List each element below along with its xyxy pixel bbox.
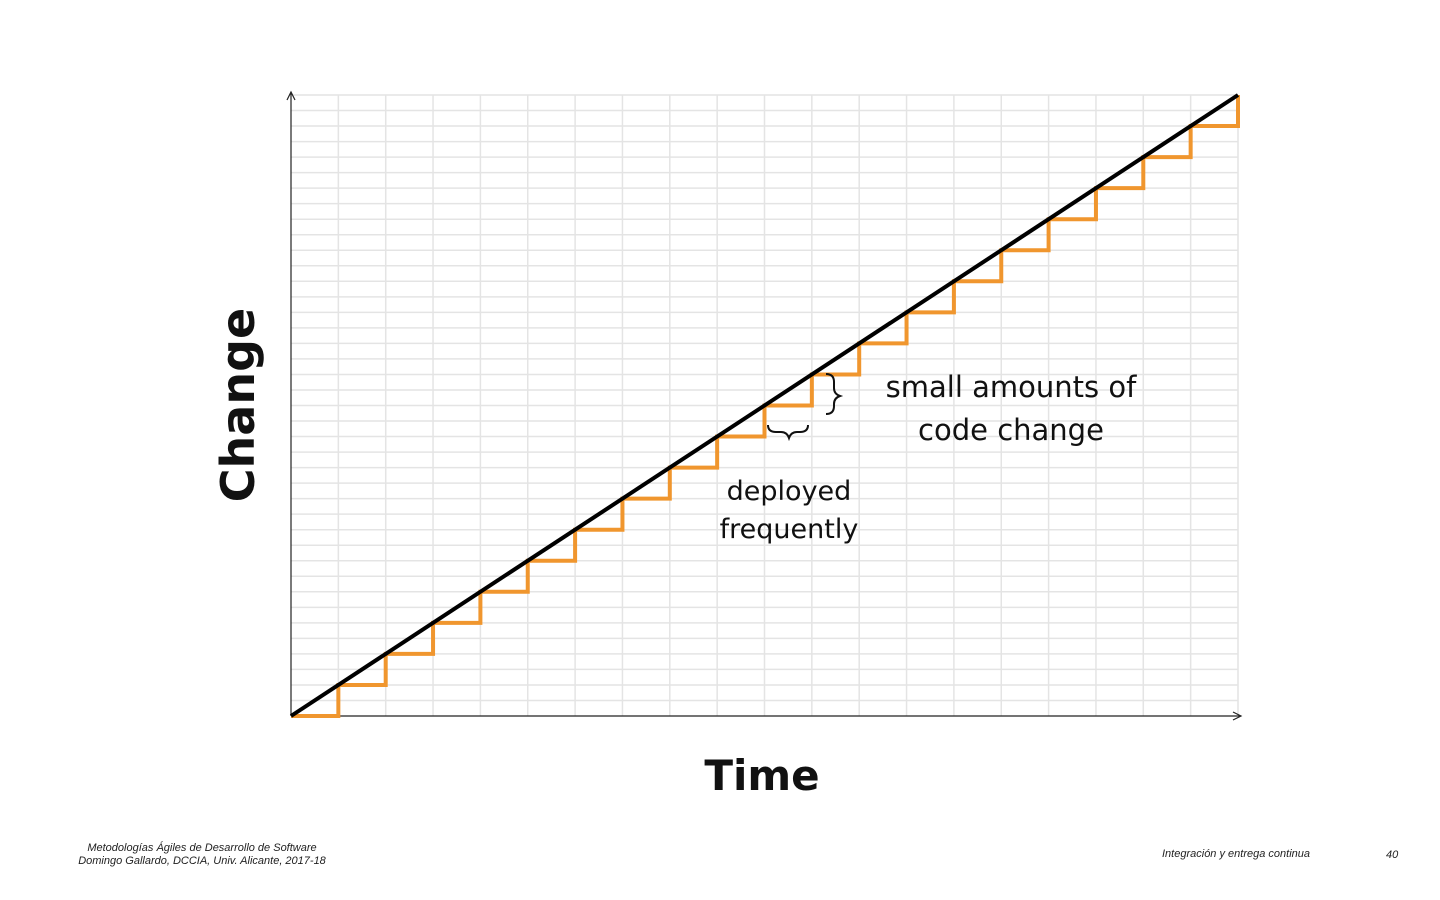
x-axis-arrow-icon (1232, 711, 1243, 721)
annotation-deployed-line1: deployed (727, 476, 852, 507)
annotation-small-changes-line1: small amounts of (886, 370, 1137, 404)
footer-page-number: 40 (1386, 849, 1399, 861)
footer-course-author: Domingo Gallardo, DCCIA, Univ. Alicante,… (78, 855, 326, 867)
axes (286, 90, 1243, 721)
vertical-brace-icon (825, 373, 844, 415)
footer-course-info: Metodologías Ágiles de Desarrollo de Sof… (52, 842, 352, 868)
grid (291, 94, 1239, 716)
y-axis-arrow-icon (286, 90, 296, 101)
annotation-small-changes-line2: code change (918, 413, 1104, 447)
y-axis-label: Change (211, 308, 265, 502)
footer-course-title: Metodologías Ágiles de Desarrollo de Sof… (87, 842, 317, 854)
chart: small amounts of code change deployed fr… (211, 90, 1243, 800)
horizontal-brace-icon (767, 424, 809, 442)
x-axis-label: Time (704, 751, 819, 800)
series-trend-line (289, 93, 1240, 718)
footer-section-title: Integración y entrega continua (1162, 848, 1310, 860)
series-step-line (291, 95, 1240, 718)
annotation-deployed-line2: frequently (720, 514, 859, 545)
